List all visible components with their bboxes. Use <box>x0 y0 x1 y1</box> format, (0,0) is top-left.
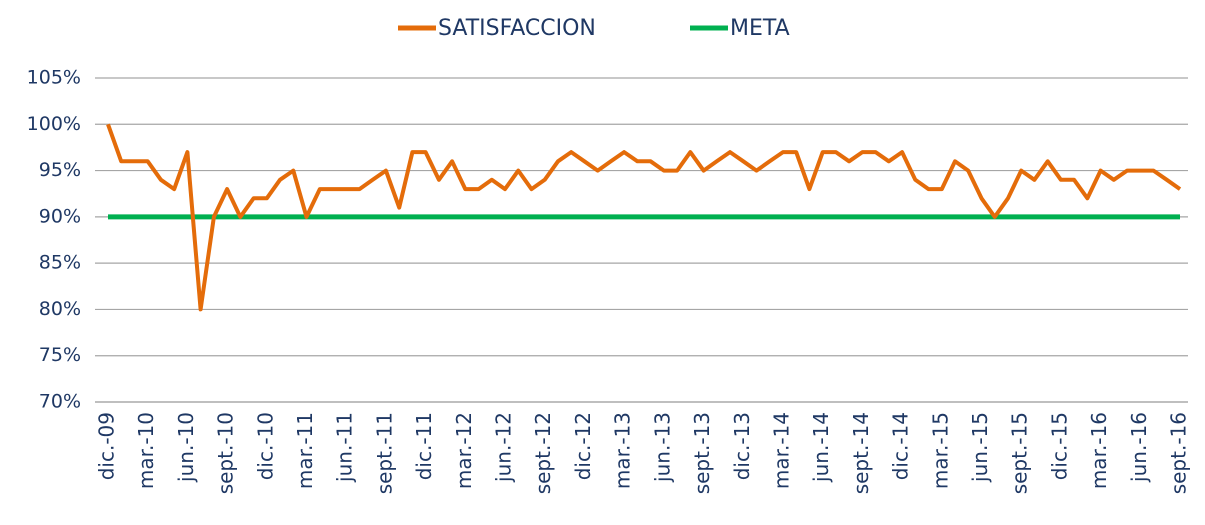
x-tick-label: mar.-16 <box>1087 412 1111 489</box>
x-tick-label: dic.-12 <box>571 412 595 480</box>
x-tick-label: sept.-16 <box>1167 412 1191 494</box>
x-tick-label: jun.-10 <box>174 412 198 483</box>
x-tick-label: jun.-16 <box>1127 412 1151 483</box>
x-tick-label: sept.-12 <box>531 412 555 494</box>
x-tick-label: sept.-10 <box>214 412 238 494</box>
x-tick-label: jun.-15 <box>968 412 992 483</box>
x-tick-label: mar.-12 <box>452 412 476 489</box>
x-tick-label: sept.-14 <box>849 412 873 494</box>
x-tick-label: jun.-14 <box>809 412 833 483</box>
x-tick-label: dic.-09 <box>95 412 119 480</box>
x-tick-label: sept.-11 <box>372 412 396 494</box>
legend-label: META <box>730 16 790 41</box>
x-tick-label: mar.-15 <box>928 412 952 489</box>
y-tick-label: 100% <box>27 113 81 135</box>
x-tick-label: mar.-11 <box>293 412 317 489</box>
x-tick-label: sept.-13 <box>690 412 714 494</box>
y-tick-label: 90% <box>39 205 81 227</box>
y-tick-label: 75% <box>39 344 81 366</box>
y-tick-label: 105% <box>27 67 81 89</box>
x-tick-label: dic.-14 <box>889 412 913 480</box>
x-tick-label: jun.-12 <box>492 412 516 483</box>
y-tick-label: 80% <box>39 298 81 320</box>
x-tick-label: mar.-10 <box>134 412 158 489</box>
x-tick-label: jun.-11 <box>333 412 357 483</box>
y-tick-label: 85% <box>39 252 81 274</box>
y-tick-label: 95% <box>39 159 81 181</box>
x-tick-label: dic.-15 <box>1047 412 1071 480</box>
legend-label: SATISFACCION <box>438 16 596 41</box>
x-tick-label: mar.-14 <box>769 412 793 489</box>
x-tick-label: dic.-11 <box>412 412 436 480</box>
series-line <box>106 123 1182 312</box>
y-tick-label: 70% <box>39 391 81 413</box>
x-tick-label: sept.-15 <box>1008 412 1032 494</box>
x-tick-label: dic.-13 <box>730 412 754 480</box>
x-tick-label: jun.-13 <box>650 412 674 483</box>
x-tick-label: dic.-10 <box>253 412 277 480</box>
x-tick-label: mar.-13 <box>611 412 635 489</box>
